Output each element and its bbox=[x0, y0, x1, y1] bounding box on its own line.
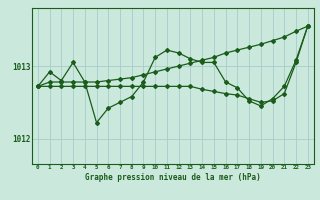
X-axis label: Graphe pression niveau de la mer (hPa): Graphe pression niveau de la mer (hPa) bbox=[85, 173, 261, 182]
